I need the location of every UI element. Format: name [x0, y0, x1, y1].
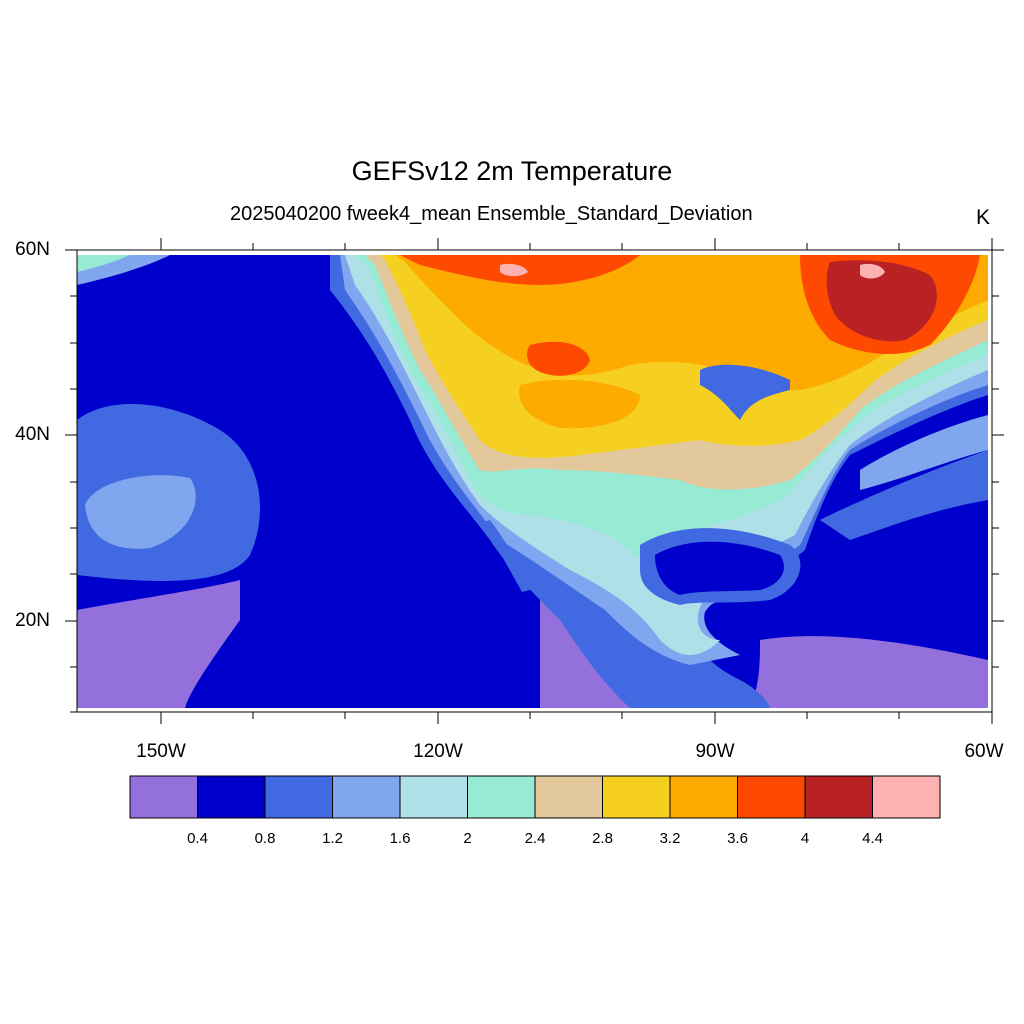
- colorbar-label: 2.8: [592, 830, 613, 847]
- colorbar-label: 3.2: [659, 830, 681, 847]
- map-title: GEFSv12 2m Temperature: [351, 156, 673, 186]
- lon-label-120w: 120W: [413, 741, 463, 762]
- midwest-red-40: [527, 341, 590, 376]
- lon-label-90w: 90W: [695, 741, 735, 762]
- colorbar-label: 3.6: [727, 830, 748, 847]
- lat-label-40n: 40N: [15, 424, 50, 445]
- hudson-pink-48: [860, 263, 885, 279]
- lat-ticks: [65, 249, 1004, 713]
- colorbar: [129, 775, 941, 819]
- atlantic-band-2: [860, 415, 988, 490]
- colorbar-box: [602, 775, 671, 819]
- colorbar-label: 0.8: [254, 830, 276, 847]
- pacific-blob-inner: [85, 475, 196, 549]
- canada-pink-48: [500, 263, 528, 277]
- colorbar-label: 2.4: [524, 830, 546, 847]
- colorbar-box: [129, 775, 198, 819]
- colorbar-label: 1.6: [389, 830, 411, 847]
- colorbar-box: [872, 775, 941, 819]
- colorbar-box: [264, 775, 333, 819]
- map-field: [77, 255, 988, 708]
- lon-label-60w: 60W: [964, 741, 1004, 762]
- great-lakes: [700, 364, 790, 420]
- colorbar-box: [399, 775, 468, 819]
- colorbar-box: [197, 775, 266, 819]
- colorbar-box: [534, 775, 603, 819]
- colorbar-label: 0.4: [187, 830, 208, 847]
- pacific-low-band: [77, 580, 240, 708]
- alaska-coast-inner: [77, 255, 130, 272]
- colorbar-box: [669, 775, 738, 819]
- lon-ticks: [160, 238, 993, 724]
- colorbar-box: [467, 775, 536, 819]
- atlantic-band-1: [820, 450, 988, 540]
- caribbean-low: [750, 636, 988, 708]
- colorbar-box: [804, 775, 873, 819]
- colorbar-label: 2: [463, 830, 472, 847]
- lon-label-150w: 150W: [136, 741, 186, 762]
- map-subtitle: 2025040200 fweek4_mean Ensemble_Standard…: [230, 203, 753, 225]
- gulf-of-mexico: [655, 541, 784, 595]
- colorbar-label: 4.4: [862, 830, 883, 847]
- colorbar-label: 1.2: [322, 830, 343, 847]
- lat-label-20n: 20N: [15, 610, 50, 631]
- colorbar-box: [737, 775, 806, 819]
- units-label: K: [976, 206, 991, 229]
- colorbar-label: 4: [800, 830, 810, 847]
- colorbar-box: [332, 775, 401, 819]
- map-frame: [76, 249, 993, 713]
- hudson-dark-red-44: [826, 260, 937, 342]
- lat-label-60n: 60N: [15, 239, 50, 260]
- dakota-orange-36: [519, 379, 640, 429]
- gulf-of-california: [484, 520, 530, 592]
